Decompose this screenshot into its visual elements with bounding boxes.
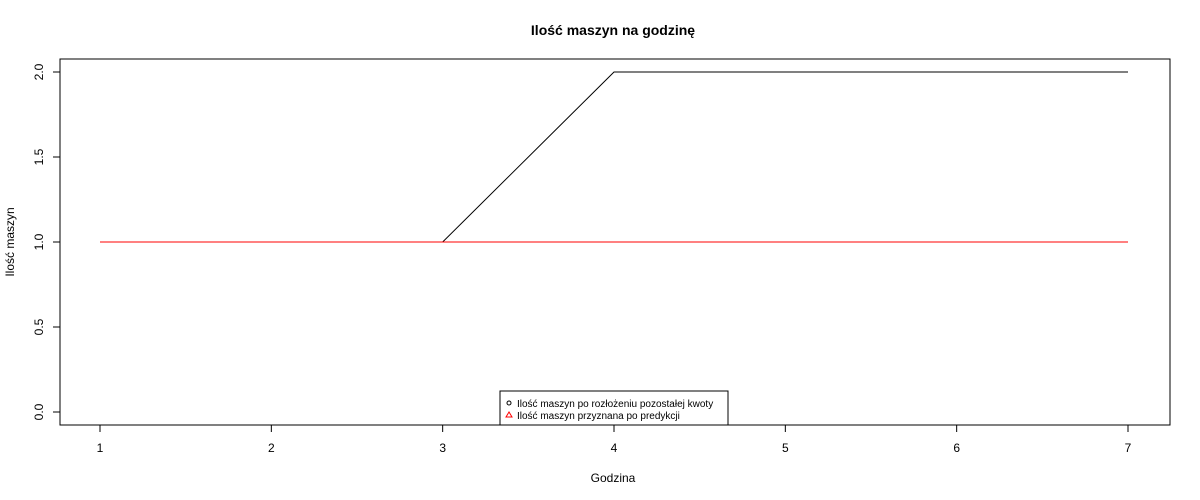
x-axis: 1 2 3 4 5 6 7	[97, 424, 1132, 455]
x-tick-label: 3	[439, 441, 446, 455]
series-layer	[100, 71, 1128, 243]
y-tick-label: 2.0	[32, 63, 46, 80]
y-axis: 0.0 0.5 1.0 1.5 2.0	[32, 63, 61, 420]
legend-marker-triangle-icon	[505, 411, 513, 418]
legend-box	[499, 390, 729, 426]
y-axis-label: Ilość maszyn	[3, 207, 17, 276]
x-tick-label: 5	[782, 441, 789, 455]
x-tick-label: 2	[268, 441, 275, 455]
y-tick-label: 1.5	[32, 148, 46, 165]
chart-title: Ilość maszyn na godzinę	[531, 22, 695, 38]
legend-label-series-2: Ilość maszyn przyznana po predykcji	[517, 411, 680, 422]
x-tick-label: 1	[97, 441, 104, 455]
legend-label-series-1: Ilość maszyn po rozłożeniu pozostałej kw…	[517, 399, 713, 410]
y-tick-label: 1.0	[32, 233, 46, 250]
x-tick-label: 7	[1125, 441, 1132, 455]
x-tick-label: 4	[611, 441, 618, 455]
series-line-1	[100, 71, 1128, 243]
y-tick-label: 0.5	[32, 318, 46, 335]
legend: Ilość maszyn po rozłożeniu pozostałej kw…	[499, 390, 729, 426]
y-tick-label: 0.0	[32, 403, 46, 420]
x-tick-label: 6	[953, 441, 960, 455]
x-axis-label: Godzina	[591, 471, 636, 485]
legend-marker-circle-icon	[506, 400, 512, 406]
